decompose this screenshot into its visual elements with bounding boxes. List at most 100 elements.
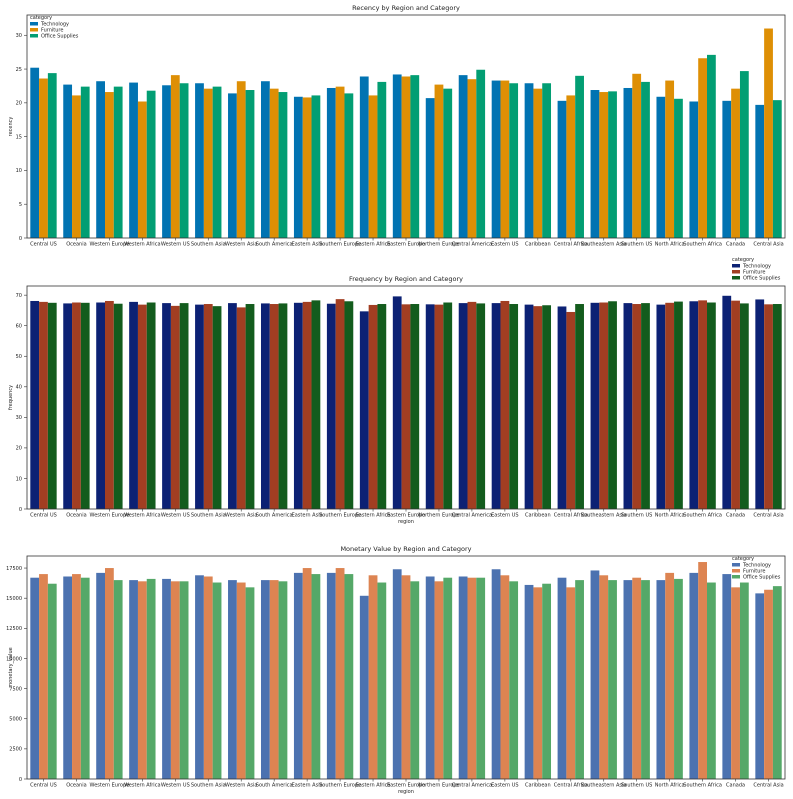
monetary-bar-eastern-us-technology	[491, 569, 501, 779]
monetary-bar-western-europe-office-supplies	[113, 580, 123, 779]
recency-bar-western-asia-furniture	[236, 81, 246, 238]
recency-x-tick-label-western-us: Western US	[161, 242, 190, 248]
frequency-legend-office-supplies: Office Supplies	[743, 275, 781, 281]
frequency-bar-southern-asia-furniture	[203, 304, 213, 509]
monetary-bar-eastern-asia-furniture	[302, 568, 312, 779]
monetary-x-tick-label-western-asia: Western Asia	[225, 783, 258, 789]
monetary-x-tick-label-eastern-asia: Eastern Asia	[292, 783, 323, 789]
recency-bar-southeastern-asia-technology	[590, 90, 600, 238]
recency-legend-office-supplies: Office Supplies	[41, 33, 79, 39]
monetary-bar-western-africa-office-supplies	[146, 578, 156, 779]
frequency-bar-central-us-furniture	[39, 301, 48, 509]
recency-x-tick-label-southern-asia: Southern Asia	[191, 242, 226, 248]
frequency-bar-southern-africa-technology	[689, 301, 699, 509]
recency-x-tick-label-eastern-us: Eastern US	[491, 242, 518, 248]
frequency-bar-western-europe-furniture	[105, 300, 114, 509]
monetary-bar-eastern-asia-technology	[293, 572, 303, 779]
frequency-bar-western-asia-technology	[228, 303, 237, 509]
recency-bar-western-us-office-supplies	[179, 83, 189, 238]
frequency-bar-central-africa-office-supplies	[575, 304, 584, 509]
recency-x-tick-label-central-asia: Central Asia	[753, 242, 783, 248]
monetary-x-tick-label-south-america: South America	[256, 783, 293, 789]
frequency-bar-northern-europe-technology	[425, 304, 435, 509]
recency-bar-eastern-europe-technology	[392, 74, 402, 238]
recency-bar-central-us-office-supplies	[47, 73, 57, 239]
recency-legend: category Technology Furniture Office Sup…	[30, 15, 79, 39]
recency-x-tick-label-eastern-europe: Eastern Europe	[387, 242, 425, 248]
frequency-bar-southeastern-asia-furniture	[599, 302, 609, 509]
monetary-bar-central-asia-technology	[755, 593, 765, 779]
recency-bar-central-america-furniture	[467, 79, 477, 238]
monetary-x-tick-label-western-europe: Western Europe	[90, 783, 130, 789]
monetary-x-tick-label-northern-europe: Northern Europe	[418, 783, 459, 789]
frequency-bar-eastern-africa-technology	[359, 311, 369, 509]
monetary-bar-central-africa-office-supplies	[575, 580, 584, 779]
recency-legend-title: category	[30, 15, 52, 21]
frequency-bar-central-africa-technology	[557, 306, 567, 509]
frequency-bar-central-america-technology	[458, 303, 468, 509]
frequency-bar-central-asia-furniture	[764, 304, 773, 509]
recency-chart-title: Recency by Region and Category	[352, 4, 460, 12]
recency-bar-oceania-technology	[63, 84, 73, 238]
recency-x-tick-label-canada: Canada	[726, 242, 745, 248]
recency-bar-western-africa-technology	[129, 82, 138, 238]
monetary-x-tick-label-north-africa: North Africa	[655, 783, 685, 789]
recency-bar-oceania-furniture	[72, 95, 81, 238]
recency-bar-eastern-us-technology	[491, 80, 501, 238]
frequency-bar-southern-us-furniture	[632, 304, 642, 509]
frequency-bar-eastern-asia-office-supplies	[311, 300, 321, 509]
frequency-bar-central-us-office-supplies	[47, 302, 57, 509]
recency-y-tick-label: 10	[16, 168, 22, 174]
monetary-bar-western-europe-furniture	[105, 568, 114, 779]
recency-legend-swatch-technology	[30, 22, 38, 26]
frequency-bar-southern-asia-office-supplies	[212, 306, 222, 509]
frequency-bar-western-africa-office-supplies	[146, 302, 156, 509]
monetary-y-tick-label: 17500	[6, 566, 22, 572]
recency-bar-eastern-us-furniture	[500, 80, 510, 238]
frequency-bar-eastern-asia-technology	[293, 302, 303, 509]
frequency-bar-central-america-office-supplies	[476, 303, 486, 509]
recency-x-tick-label-central-america: Central America	[452, 242, 492, 248]
monetary-bar-north-africa-technology	[656, 580, 666, 779]
monetary-bar-eastern-us-furniture	[500, 575, 510, 779]
frequency-bar-western-asia-furniture	[236, 307, 246, 509]
recency-bar-eastern-asia-furniture	[302, 97, 312, 238]
recency-bar-northern-europe-furniture	[434, 84, 444, 238]
monetary-x-tick-label-caribbean: Caribbean	[525, 783, 551, 789]
frequency-bars	[30, 295, 782, 509]
frequency-bar-central-us-technology	[30, 300, 40, 509]
recency-bar-southern-asia-furniture	[203, 88, 213, 238]
monetary-bar-western-us-technology	[162, 578, 171, 779]
frequency-bar-southern-africa-office-supplies	[707, 302, 716, 509]
frequency-x-tick-label-southern-africa: Southern Africa	[683, 513, 722, 519]
recency-bar-western-us-furniture	[170, 75, 180, 238]
frequency-bar-south-america-technology	[260, 303, 270, 509]
frequency-x-tick-label-eastern-asia: Eastern Asia	[292, 513, 323, 519]
recency-bar-southern-africa-technology	[689, 101, 699, 238]
recency-bar-southern-africa-furniture	[698, 58, 707, 238]
frequency-bar-oceania-furniture	[72, 302, 81, 509]
recency-bar-northern-europe-office-supplies	[443, 88, 453, 238]
frequency-x-tick-label-western-us: Western US	[161, 513, 190, 519]
frequency-bar-southern-us-office-supplies	[641, 303, 650, 509]
monetary-x-tick-label-southern-asia: Southern Asia	[191, 783, 226, 789]
frequency-x-tick-label-southeastern-asia: Southeastern Asia	[581, 513, 627, 519]
recency-bar-canada-technology	[722, 100, 732, 238]
recency-x-tick-label-north-africa: North Africa	[655, 242, 685, 248]
frequency-bar-oceania-technology	[63, 303, 73, 509]
monetary-legend: category Technology Furniture Office Sup…	[732, 556, 781, 580]
recency-legend-furniture: Furniture	[41, 27, 63, 33]
frequency-x-tick-label-northern-europe: Northern Europe	[418, 513, 459, 519]
monetary-bar-southern-africa-technology	[689, 572, 699, 779]
monetary-bar-eastern-europe-technology	[392, 569, 402, 779]
monetary-y-tick-label: 7500	[9, 686, 22, 692]
monetary-bar-southern-europe-technology	[326, 572, 336, 779]
recency-bar-south-america-technology	[260, 81, 270, 238]
frequency-bar-north-africa-technology	[656, 304, 666, 509]
monetary-bar-southern-europe-office-supplies	[344, 574, 354, 779]
recency-bar-southeastern-asia-furniture	[599, 92, 609, 238]
frequency-bar-canada-office-supplies	[739, 303, 749, 509]
recency-y-axis-label: recency	[8, 117, 14, 137]
recency-y-tick-label: 25	[16, 67, 22, 73]
